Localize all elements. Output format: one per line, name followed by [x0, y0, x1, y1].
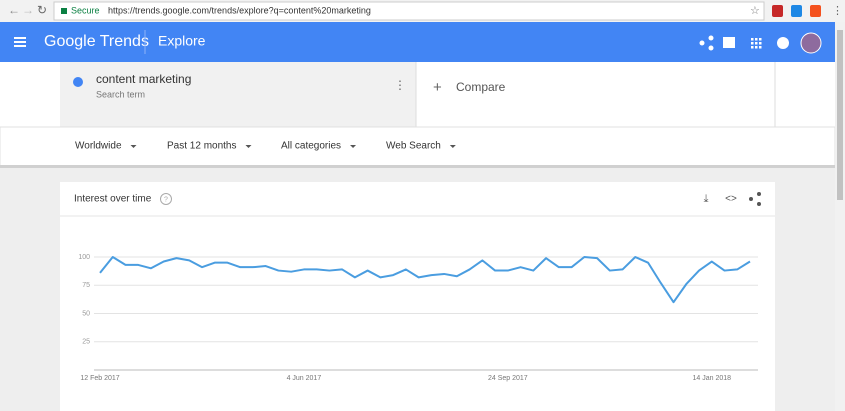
section-title: Explore: [158, 33, 206, 49]
extension-icon[interactable]: [772, 5, 783, 17]
filter-dropdown[interactable]: All categories: [281, 141, 341, 152]
search-term-subtitle: Search term: [96, 89, 145, 99]
dropdown-arrow: [350, 145, 357, 148]
filter-dropdown[interactable]: Past 12 months: [167, 141, 236, 152]
back-button[interactable]: ←: [8, 3, 20, 17]
reload-button[interactable]: ↻: [37, 3, 47, 17]
chart-title: Interest over time: [74, 194, 152, 205]
search-term: content marketing: [96, 72, 191, 86]
filter-dropdown[interactable]: Web Search: [386, 141, 441, 152]
search-term-card[interactable]: [60, 62, 416, 127]
x-tick-label: 24 Sep 2017: [488, 375, 528, 382]
compare-label[interactable]: Compare: [456, 80, 506, 94]
compare-plus[interactable]: +: [433, 79, 442, 96]
x-tick-label: 12 Feb 2017: [80, 375, 119, 382]
extension-icon[interactable]: [791, 5, 802, 17]
scrollbar-track: [835, 22, 845, 411]
dropdown-arrow: [130, 145, 137, 148]
embed-button[interactable]: <>: [725, 194, 737, 205]
term-menu[interactable]: ⋮: [394, 78, 406, 92]
secure-label: Secure: [71, 5, 100, 15]
hamburger-menu[interactable]: [14, 37, 26, 47]
chart-card: [60, 182, 775, 411]
scrollbar-thumb[interactable]: [837, 30, 843, 200]
forward-button[interactable]: →: [22, 3, 34, 17]
address-bar[interactable]: [53, 1, 765, 21]
x-tick-label: 4 Jun 2017: [287, 375, 322, 382]
apps-icon[interactable]: [751, 38, 762, 49]
y-tick-label: 75: [82, 282, 90, 289]
dropdown-arrow: [245, 145, 252, 148]
filter-dropdown[interactable]: Worldwide: [75, 141, 122, 152]
series-dot: [73, 77, 83, 87]
y-tick-label: 25: [82, 339, 90, 346]
x-tick-label: 14 Jan 2018: [692, 375, 731, 382]
share-button[interactable]: [749, 192, 761, 206]
logo[interactable]: Google Trends: [44, 33, 149, 50]
help-icon[interactable]: [160, 193, 172, 205]
url: https://trends.google.com/trends/explore…: [108, 5, 371, 15]
avatar[interactable]: [800, 32, 822, 54]
download-button[interactable]: ⤓: [704, 193, 709, 205]
interest-line: [99, 256, 751, 304]
filter-shadow: [0, 165, 835, 168]
dropdown-arrow: [449, 145, 456, 148]
help-icon-mark: ?: [164, 196, 168, 203]
feedback-icon[interactable]: [723, 37, 735, 48]
y-tick-label: 50: [82, 310, 90, 317]
extension-icon[interactable]: [810, 5, 821, 17]
bookmark-star[interactable]: ☆: [750, 5, 760, 17]
lock-icon: [61, 8, 67, 14]
share-icon[interactable]: [699, 35, 714, 51]
menu-button[interactable]: ⋮: [832, 5, 843, 17]
notifications-icon[interactable]: [777, 37, 789, 49]
y-tick-label: 100: [78, 254, 90, 261]
